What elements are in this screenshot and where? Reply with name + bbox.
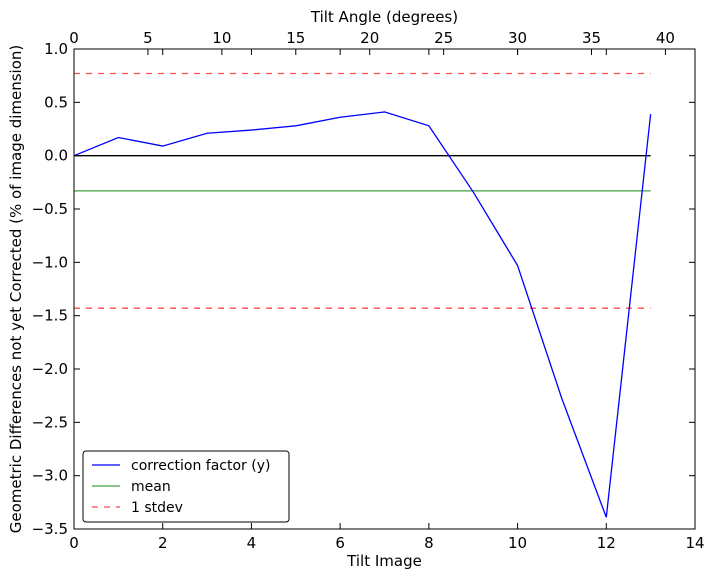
y-tick-label-0: −3.5 (32, 520, 68, 538)
x2-tick-label-7: 35 (582, 29, 601, 47)
y-tick-label-1: −3.0 (32, 467, 68, 485)
x2-tick-label-1: 5 (143, 29, 153, 47)
x2-tick-label-4: 20 (360, 29, 379, 47)
x2-tick-label-0: 0 (69, 29, 79, 47)
series-line-0 (73, 111, 652, 518)
x-tick-label-1: 2 (158, 534, 168, 552)
y-tick-label-4: −1.5 (32, 307, 68, 325)
x-tick-label-0: 0 (69, 534, 79, 552)
y-tick-label-3: −2.0 (32, 360, 68, 378)
x-tick-label-3: 6 (335, 534, 345, 552)
legend: correction factor (y) mean 1 stdev (82, 450, 290, 523)
y-axis-title: Geometric Differences not yet Corrected … (7, 45, 25, 534)
x2-tick-label-3: 15 (286, 29, 305, 47)
y-tick-label-9: 1.0 (44, 40, 68, 58)
series-layer (73, 72, 652, 518)
legend-label-1: mean (131, 479, 171, 495)
x-axis-title: Tilt Image (346, 552, 422, 570)
x-tick-label-4: 8 (424, 534, 434, 552)
top-x-axis-title: Tilt Angle (degrees) (310, 8, 458, 26)
x-tick-label-2: 4 (247, 534, 257, 552)
x2-tick-label-5: 25 (434, 29, 453, 47)
y-tick-label-6: −0.5 (32, 200, 68, 218)
x-tick-label-5: 10 (508, 534, 527, 552)
legend-label-2: 1 stdev (131, 500, 183, 516)
y-tick-label-2: −2.5 (32, 413, 68, 431)
y-tick-label-8: 0.5 (44, 93, 68, 111)
plot-area-frame (73, 48, 696, 530)
y-tick-label-5: −1.0 (32, 253, 68, 271)
ticks-layer: 0 2 4 6 8 10 12 14 0 5 10 15 20 25 30 35 40 −3.5 −3.0 −2.5 −… (32, 29, 705, 552)
x-tick-label-7: 14 (685, 534, 704, 552)
legend-label-0: correction factor (y) (131, 458, 270, 474)
x2-tick-label-6: 30 (508, 29, 527, 47)
legend-box (82, 450, 290, 523)
y-tick-label-7: 0.0 (44, 147, 68, 165)
x-tick-label-6: 12 (597, 534, 616, 552)
x2-tick-label-8: 40 (656, 29, 675, 47)
x2-tick-label-2: 10 (212, 29, 231, 47)
